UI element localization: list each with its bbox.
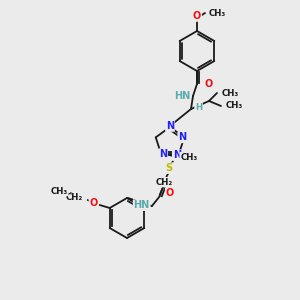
Text: CH₃: CH₃ — [209, 8, 226, 17]
Text: CH₃: CH₃ — [50, 187, 68, 196]
Text: CH₃: CH₃ — [180, 153, 197, 162]
Text: HN: HN — [134, 200, 150, 210]
Text: N: N — [178, 132, 186, 142]
Text: O: O — [89, 198, 98, 208]
Text: N: N — [166, 121, 174, 131]
Text: HN: HN — [174, 91, 190, 101]
Text: N: N — [173, 150, 181, 160]
Text: O: O — [205, 79, 213, 89]
Text: CH₃: CH₃ — [226, 101, 243, 110]
Text: N: N — [159, 149, 167, 159]
Text: O: O — [193, 11, 201, 21]
Text: S: S — [165, 163, 172, 173]
Text: CH₂: CH₂ — [155, 178, 172, 187]
Text: CH₂: CH₂ — [65, 194, 83, 202]
Text: H: H — [195, 103, 202, 112]
Text: O: O — [166, 188, 174, 198]
Text: CH₃: CH₃ — [222, 88, 239, 98]
